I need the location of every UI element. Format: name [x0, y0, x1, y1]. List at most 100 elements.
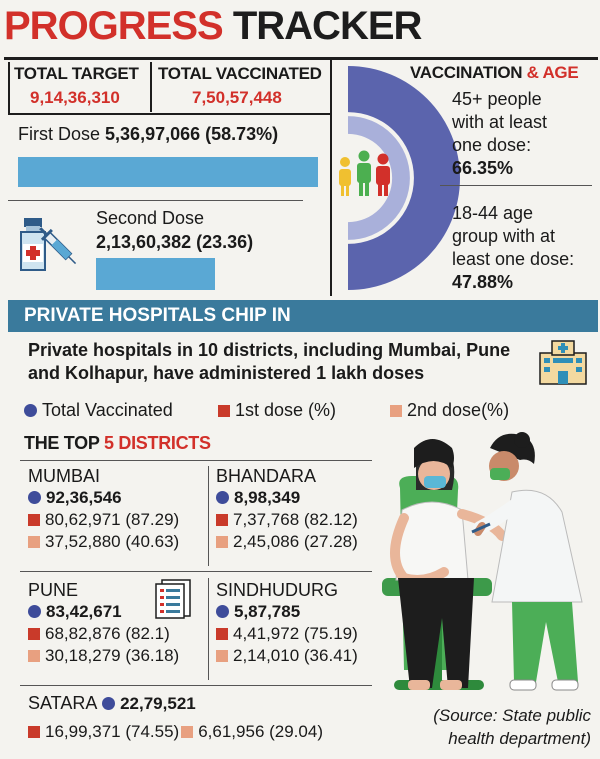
age-divider	[330, 60, 332, 296]
source-line: health department)	[448, 729, 591, 748]
age-title-amp: &	[526, 63, 539, 82]
district-dose1: 68,82,876 (82.1)	[28, 623, 179, 645]
district-mumbai: MUMBAI 92,36,546 80,62,971 (87.29) 37,52…	[28, 466, 179, 553]
district-total: 92,36,546	[28, 487, 179, 509]
total-target-value: 9,14,36,310	[30, 88, 120, 107]
district-sindhudurg: SINDHUDURG 5,87,785 4,41,972 (75.19) 2,1…	[216, 580, 358, 667]
totals-left-rule	[8, 62, 10, 114]
district-dose2: 2,14,010 (36.41)	[216, 645, 358, 667]
district-divider	[208, 466, 209, 566]
group1-label: 45+ people with at least one dose: 66.35…	[452, 88, 547, 180]
second-dose-label: Second Dose	[96, 208, 205, 228]
district-bhandara: BHANDARA 8,98,349 7,37,768 (82.12) 2,45,…	[216, 466, 358, 553]
total-dot-icon	[216, 605, 229, 618]
district-dose2: 30,18,279 (36.18)	[28, 645, 179, 667]
district-doses: 16,99,371 (74.55) 6,61,956 (29.04)	[28, 721, 323, 743]
district-total-value: 5,87,785	[234, 602, 301, 621]
district-dose2-value: 6,61,956 (29.04)	[198, 722, 323, 741]
top-title-part-1: THE TOP	[24, 433, 100, 453]
total-vaccinated-value: 7,50,57,448	[192, 88, 282, 107]
districts-top-rule	[20, 460, 372, 461]
group1-line: one dose:	[452, 135, 532, 155]
vaccine-vial-icon	[20, 218, 77, 271]
group2-line: group with at	[452, 226, 556, 246]
top-title-part-2: DISTRICTS	[118, 433, 211, 453]
group2-line: least one dose:	[452, 249, 575, 269]
district-dose1-value: 16,99,371 (74.55)	[45, 722, 180, 741]
totals-rule	[8, 113, 330, 115]
private-hospitals-text: Private hospitals in 10 districts, inclu…	[28, 339, 510, 385]
district-dose2-value: 2,14,010 (36.41)	[233, 646, 358, 665]
dose1-square-icon	[28, 514, 40, 526]
district-total-value: 22,79,521	[120, 694, 196, 713]
legend-dose2-label: 2nd dose(%)	[407, 400, 510, 420]
total-vaccinated-label: TOTAL VACCINATED	[158, 64, 322, 83]
dose-divider	[8, 200, 303, 201]
donut-outer-ring	[348, 66, 460, 290]
source-line: (Source: State public	[433, 706, 591, 725]
banner-title: PRIVATE HOSPITALS CHIP IN	[24, 305, 291, 326]
total-target-label: TOTAL TARGET	[14, 64, 139, 83]
district-total-value: 83,42,671	[46, 602, 122, 621]
districts-mid-rule	[20, 571, 372, 572]
top-districts-title: THE TOP 5 DISTRICTS	[24, 433, 211, 454]
top-title-num: 5	[103, 433, 114, 453]
district-satara-header: SATARA 22,79,521	[28, 692, 323, 715]
dose2-square-icon	[216, 650, 228, 662]
totals-divider	[150, 62, 152, 112]
age-title-part-2: AGE	[542, 63, 579, 82]
age-title-part-1: VACCINATION	[410, 63, 523, 82]
district-dose1-value: 80,62,971 (87.29)	[45, 510, 180, 529]
district-total: 8,98,349	[216, 487, 358, 509]
legend-dose2: 2nd dose(%)	[390, 399, 509, 421]
district-pune: PUNE 83,42,671 68,82,876 (82.1) 30,18,27…	[28, 580, 179, 667]
district-divider	[208, 578, 209, 680]
vaccination-illustration	[382, 432, 583, 691]
district-dose1: 4,41,972 (75.19)	[216, 623, 358, 645]
hospital-building-icon	[539, 340, 587, 385]
district-dose1-value: 68,82,876 (82.1)	[45, 624, 170, 643]
districts-bottom-rule	[20, 685, 372, 686]
legend-total-label: Total Vaccinated	[42, 400, 173, 420]
dose1-square-icon	[28, 726, 40, 738]
district-dose1-value: 4,41,972 (75.19)	[233, 624, 358, 643]
group1-value: 66.35%	[452, 158, 514, 178]
total-dot-icon	[28, 605, 41, 618]
dose1-square-icon	[216, 514, 228, 526]
group2-value: 47.88%	[452, 272, 514, 292]
first-dose-label: First Dose	[18, 124, 101, 144]
title-part-1: PROGRESS	[4, 4, 224, 48]
group1-line: with at least	[452, 112, 548, 132]
first-dose-value: 5,36,97,066 (58.73%)	[105, 124, 279, 144]
group2-line: 18-44 age	[452, 203, 534, 223]
total-dot-icon	[102, 697, 116, 710]
age-donut-chart	[339, 66, 460, 290]
section-banner: PRIVATE HOSPITALS CHIP IN	[8, 300, 598, 332]
district-dose2-value: 30,18,279 (36.18)	[45, 646, 180, 665]
legend-dose1: 1st dose (%)	[218, 399, 336, 421]
district-name: SINDHUDURG	[216, 580, 339, 600]
second-dose-bar	[96, 258, 215, 290]
donut-inner-ring	[348, 116, 410, 240]
district-dose1: 80,62,971 (87.29)	[28, 509, 179, 531]
district-name: PUNE	[28, 580, 79, 600]
title-rule	[4, 57, 598, 60]
first-dose-bar	[18, 157, 318, 187]
dose2-square-icon	[181, 726, 194, 738]
group1-line: 45+ people	[452, 89, 542, 109]
second-dose-value: 2,13,60,382 (23.36)	[96, 232, 254, 252]
first-dose-row: First Dose 5,36,97,066 (58.73%)	[18, 124, 278, 145]
dose1-square-icon	[216, 628, 228, 640]
district-satara: SATARA 22,79,521 16,99,371 (74.55) 6,61,9…	[28, 692, 323, 743]
total-dot-icon	[28, 491, 41, 504]
dose1-square-icon	[218, 405, 230, 417]
district-name: SATARA	[28, 693, 98, 713]
private-text-line: and Kolhapur, have administered 1 lakh d…	[28, 363, 425, 383]
district-name: BHANDARA	[216, 466, 317, 486]
district-total: 83,42,671	[28, 601, 179, 623]
district-dose2: 2,45,086 (27.28)	[216, 531, 358, 553]
group2-label: 18-44 age group with at least one dose: …	[452, 202, 574, 294]
district-dose2-value: 2,45,086 (27.28)	[233, 532, 358, 551]
age-group-divider	[440, 185, 592, 186]
dose2-square-icon	[28, 536, 40, 548]
